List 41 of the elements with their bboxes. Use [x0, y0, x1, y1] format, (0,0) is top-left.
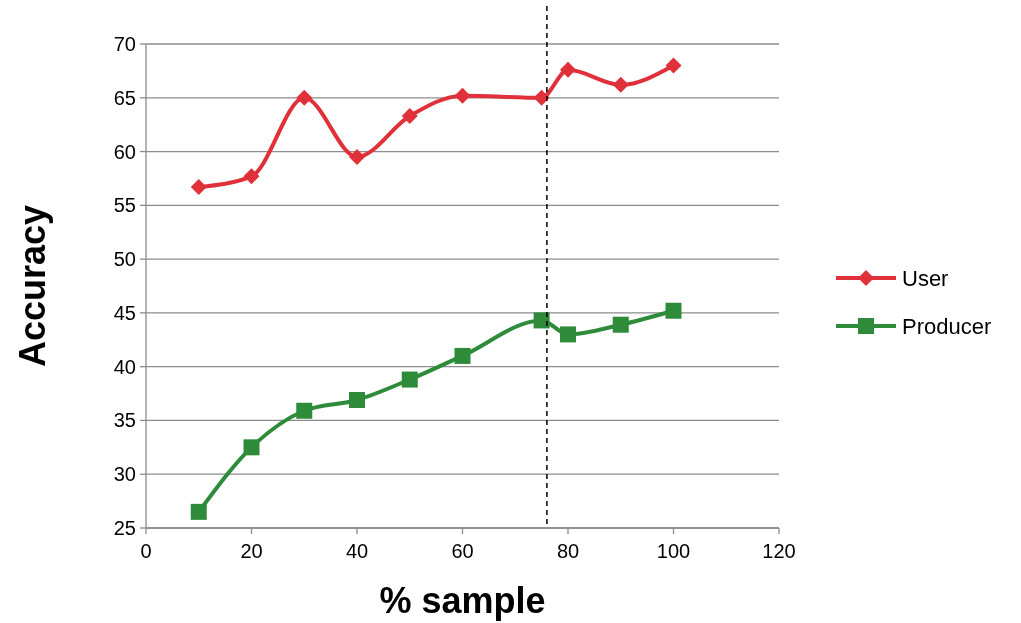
point [560, 326, 576, 343]
x-tick-label: 40 [345, 540, 369, 562]
point [190, 179, 207, 196]
legend-label: User [902, 265, 949, 291]
point [612, 316, 629, 333]
x-axis-title: % sample [379, 580, 546, 621]
y-tick-label: 50 [113, 248, 136, 271]
point [665, 57, 682, 74]
x-tick-label: 80 [556, 540, 580, 562]
y-tick-label: 30 [113, 463, 136, 486]
x-tick-label: 120 [762, 540, 796, 562]
y-tick-label: 45 [113, 301, 136, 324]
y-tick-label: 60 [113, 140, 136, 163]
y-tick-label: 35 [113, 409, 136, 432]
point [533, 312, 550, 329]
y-tick-label: 70 [113, 33, 136, 55]
point [296, 402, 313, 419]
x-tick-label: 60 [451, 540, 474, 562]
point [533, 89, 550, 106]
point [454, 87, 471, 104]
point [296, 89, 313, 106]
y-tick-label: 55 [113, 194, 136, 217]
x-tick-label: 0 [140, 540, 152, 562]
point [243, 168, 260, 185]
legend-label: Producer [902, 313, 992, 339]
y-tick-label: 40 [113, 355, 136, 378]
point [401, 371, 418, 388]
point [349, 392, 365, 409]
point [665, 302, 682, 319]
point [349, 148, 365, 165]
y-tick-label: 25 [113, 517, 136, 539]
y-tick-label: 65 [113, 86, 136, 109]
point [560, 61, 576, 78]
point [401, 108, 418, 125]
point [190, 503, 207, 520]
x-tick-label: 100 [656, 540, 691, 562]
point [612, 76, 629, 93]
point [243, 439, 260, 456]
y-axis-title: Accuracy [12, 204, 53, 368]
point [454, 347, 471, 364]
x-tick-label: 20 [240, 540, 263, 562]
